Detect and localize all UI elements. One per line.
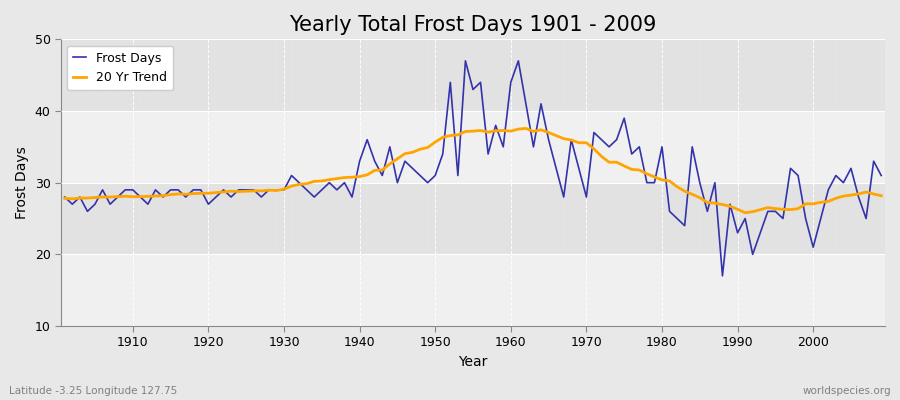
20 Yr Trend bbox=[520, 126, 531, 131]
20 Yr Trend bbox=[331, 176, 342, 181]
Frost Days bbox=[120, 188, 130, 192]
Frost Days bbox=[460, 58, 471, 63]
20 Yr Trend bbox=[120, 194, 130, 199]
Bar bbox=[61, 183, 885, 254]
Bar bbox=[61, 111, 885, 183]
Frost Days bbox=[59, 195, 70, 200]
Title: Yearly Total Frost Days 1901 - 2009: Yearly Total Frost Days 1901 - 2009 bbox=[289, 15, 657, 35]
20 Yr Trend bbox=[506, 129, 517, 134]
20 Yr Trend bbox=[498, 128, 508, 133]
Frost Days bbox=[604, 144, 615, 149]
Frost Days bbox=[331, 188, 342, 192]
20 Yr Trend bbox=[59, 196, 70, 201]
Frost Days bbox=[513, 58, 524, 63]
Frost Days bbox=[876, 173, 886, 178]
Line: 20 Yr Trend: 20 Yr Trend bbox=[65, 128, 881, 213]
20 Yr Trend bbox=[604, 160, 615, 165]
Frost Days bbox=[286, 173, 297, 178]
Frost Days bbox=[506, 80, 517, 85]
X-axis label: Year: Year bbox=[458, 355, 488, 369]
Text: worldspecies.org: worldspecies.org bbox=[803, 386, 891, 396]
Line: Frost Days: Frost Days bbox=[65, 61, 881, 276]
20 Yr Trend bbox=[876, 193, 886, 198]
20 Yr Trend bbox=[286, 184, 297, 188]
Frost Days bbox=[717, 274, 728, 278]
Y-axis label: Frost Days: Frost Days bbox=[15, 146, 29, 219]
Legend: Frost Days, 20 Yr Trend: Frost Days, 20 Yr Trend bbox=[68, 46, 173, 90]
20 Yr Trend bbox=[740, 210, 751, 215]
Bar bbox=[61, 254, 885, 326]
Text: Latitude -3.25 Longitude 127.75: Latitude -3.25 Longitude 127.75 bbox=[9, 386, 177, 396]
Bar bbox=[61, 39, 885, 111]
